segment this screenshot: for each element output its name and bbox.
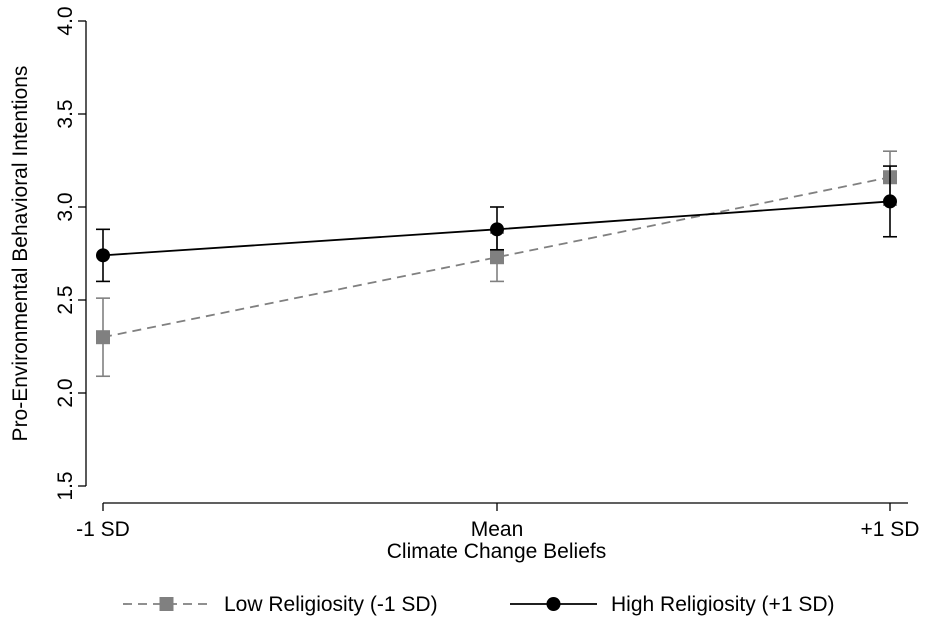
data-point-marker — [96, 330, 110, 345]
x-tick-label: +1 SD — [861, 518, 920, 541]
series-1 — [96, 165, 897, 283]
legend-item-1: High Religiosity (+1 SD) — [510, 593, 835, 616]
legend-swatch-marker — [546, 597, 561, 611]
legend: Low Religiosity (-1 SD) High Religiosity … — [123, 593, 835, 616]
data-point-marker — [490, 222, 504, 237]
x-ticks: -1 SD Mean +1 SD — [76, 503, 919, 541]
legend-label: High Religiosity (+1 SD) — [611, 593, 835, 616]
series-layer — [96, 150, 897, 378]
y-tick-label: 1.5 — [54, 471, 77, 500]
y-tick-label: 2.0 — [54, 378, 77, 407]
legend-label: Low Religiosity (-1 SD) — [224, 593, 438, 616]
x-axis-title: Climate Change Beliefs — [387, 540, 606, 563]
data-point-marker — [96, 248, 110, 263]
y-tick-label: 2.5 — [54, 285, 77, 314]
y-axis-title: Pro-Environmental Behavioral Intentions — [9, 66, 32, 442]
y-tick-label: 3.0 — [54, 192, 77, 221]
y-tick-label: 4.0 — [54, 6, 77, 35]
data-point-marker — [883, 194, 897, 209]
data-point-marker — [490, 250, 504, 265]
x-tick-label: -1 SD — [76, 518, 130, 541]
x-tick-label: Mean — [471, 518, 524, 541]
legend-swatch-marker — [159, 597, 174, 611]
axes: 1.5 2.0 2.5 3.0 3.5 4.0 -1 SD Mean +1 SD — [54, 6, 919, 541]
y-ticks: 1.5 2.0 2.5 3.0 3.5 4.0 — [54, 6, 86, 501]
series-0 — [96, 150, 897, 378]
y-tick-label: 3.5 — [54, 99, 77, 128]
legend-item-0: Low Religiosity (-1 SD) — [123, 593, 438, 616]
